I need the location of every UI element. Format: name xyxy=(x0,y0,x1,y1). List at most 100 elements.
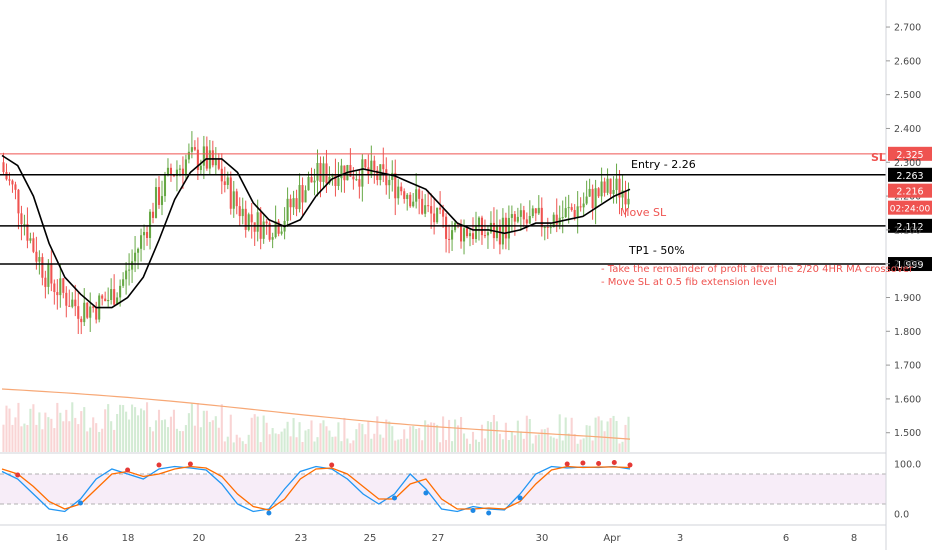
volume-bar xyxy=(208,421,211,452)
volume-bar xyxy=(196,403,199,452)
volume-bar xyxy=(116,413,119,452)
volume-bar xyxy=(98,431,101,452)
volume-bar xyxy=(119,404,122,452)
candle-body xyxy=(38,257,41,262)
candle-body xyxy=(400,186,403,192)
candle-body xyxy=(430,206,433,214)
stoch-cross-down-marker xyxy=(329,462,335,468)
volume-bar xyxy=(489,422,492,452)
candle-body xyxy=(483,235,487,237)
volume-bar xyxy=(26,425,29,452)
stoch-cross-down-marker xyxy=(15,472,21,478)
volume-bar xyxy=(439,442,442,452)
candle-body xyxy=(202,146,205,166)
volume-bar xyxy=(134,407,137,452)
candle-body xyxy=(612,189,615,194)
candle-body xyxy=(409,194,412,207)
volume-bar xyxy=(59,412,62,452)
candle-body xyxy=(319,162,322,182)
candle-body xyxy=(462,228,466,242)
candle-body xyxy=(151,211,155,218)
volume-bar xyxy=(343,417,346,452)
candle-body xyxy=(579,206,582,208)
candle-body xyxy=(615,178,618,190)
volume-bar xyxy=(2,424,5,452)
volume-bar xyxy=(262,415,265,452)
candle-body xyxy=(137,248,140,253)
candle-body xyxy=(406,194,409,199)
price-label-box xyxy=(888,146,932,161)
volume-bar xyxy=(166,427,170,452)
candle-body xyxy=(5,172,8,180)
volume-bar xyxy=(445,439,448,452)
candle-body xyxy=(214,159,217,166)
candle-body xyxy=(44,277,47,287)
volume-bar xyxy=(92,417,95,452)
date-tick-label: 23 xyxy=(295,533,308,544)
volume-bar xyxy=(364,434,367,452)
volume-bar xyxy=(465,438,469,452)
note-line-1: - Take the remainder of profit after the… xyxy=(601,264,914,275)
candle-body xyxy=(388,179,391,186)
price-tick-label: 1.600 xyxy=(894,394,921,405)
volume-bar xyxy=(325,426,328,452)
volume-bar xyxy=(235,434,238,452)
volume-bar xyxy=(555,438,558,452)
volume-bar xyxy=(430,422,433,452)
volume-bar xyxy=(154,420,158,452)
volume-bar xyxy=(546,427,549,452)
volume-bar xyxy=(519,431,522,452)
volume-bar xyxy=(385,419,388,452)
candle-body xyxy=(606,178,609,193)
volume-bar xyxy=(181,431,184,452)
candle-body xyxy=(445,216,448,239)
volume-bar xyxy=(588,425,591,452)
volume-bar xyxy=(220,404,223,452)
candle-body xyxy=(507,217,510,239)
volume-bar xyxy=(492,414,495,452)
volume-bar xyxy=(501,439,504,452)
candle-body xyxy=(621,190,624,198)
volume-bar xyxy=(35,424,38,452)
candle-body xyxy=(340,165,343,179)
volume-bar xyxy=(448,419,451,452)
volume-bar xyxy=(409,426,412,452)
volume-bar xyxy=(549,436,552,452)
volume-bar xyxy=(403,429,406,452)
volume-bar xyxy=(41,429,44,452)
candle-body xyxy=(122,279,125,286)
candle-body xyxy=(415,189,418,202)
candle-body xyxy=(552,214,555,228)
volume-bar xyxy=(358,423,361,452)
candle-body xyxy=(59,278,62,296)
volume-bar xyxy=(451,441,454,452)
volume-bar xyxy=(137,415,140,452)
candle-body xyxy=(385,169,388,186)
candle-body xyxy=(187,151,190,160)
volume-bar xyxy=(211,420,214,452)
volume-bar xyxy=(418,428,421,452)
volume-bar xyxy=(540,429,543,452)
candle-body xyxy=(313,180,316,183)
price-label-box xyxy=(888,257,932,272)
candle-body xyxy=(477,217,481,227)
price-tick-label: 2.400 xyxy=(894,124,921,135)
volume-bar xyxy=(424,420,427,452)
volume-bar xyxy=(289,436,292,452)
volume-bar xyxy=(504,422,507,452)
candle-body xyxy=(546,226,549,228)
candle-body xyxy=(92,306,95,308)
sl-annotation: SL xyxy=(871,151,886,164)
volume-bar xyxy=(334,436,337,452)
volume-bar xyxy=(217,427,220,452)
candle-body xyxy=(110,289,113,300)
moving-average-line xyxy=(1,154,631,309)
volume-bar xyxy=(190,403,193,452)
candle-body xyxy=(145,232,149,238)
volume-bar xyxy=(561,440,564,452)
date-tick-label: 20 xyxy=(193,533,206,544)
volume-bar xyxy=(283,428,286,452)
